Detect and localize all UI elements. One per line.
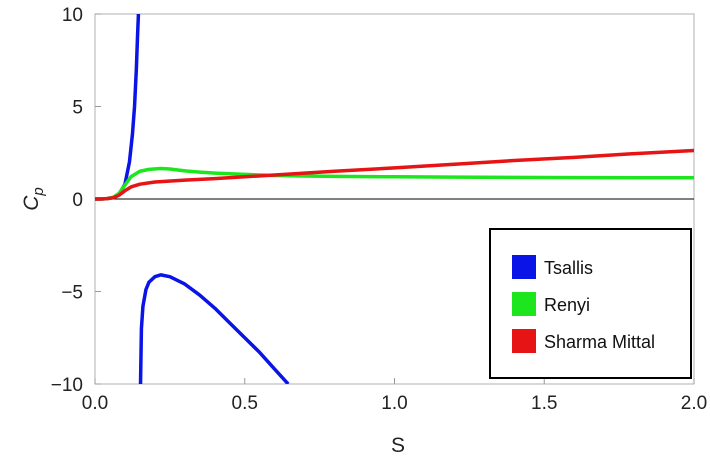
y-axis-title: Cp — [20, 187, 47, 211]
sharma-mittal-legend-swatch — [512, 329, 536, 353]
series-curves — [95, 14, 694, 384]
x-tick-label: 1.5 — [531, 393, 557, 414]
tsallis-legend-swatch — [512, 255, 536, 279]
y-tick-label: −5 — [61, 283, 83, 304]
x-axis-title: S — [391, 434, 405, 457]
tsallis-legend-label: Tsallis — [544, 258, 593, 278]
y-tick-label: 5 — [72, 98, 83, 119]
x-tick-label: 0.0 — [82, 393, 108, 414]
x-tick-label: 0.5 — [232, 393, 258, 414]
y-tick-label: 0 — [72, 190, 83, 211]
x-axis-ticks: 0.0 0.5 1.0 1.5 2.0 — [82, 378, 707, 414]
x-tick-label: 1.0 — [381, 393, 407, 414]
legend: Tsallis Renyi Sharma Mittal — [489, 228, 692, 379]
sharma-mittal-series-line — [95, 148, 694, 201]
y-axis-ticks: −10 −5 0 5 10 — [51, 5, 101, 396]
tsallis-series-line — [95, 14, 141, 201]
y-tick-label: 10 — [62, 5, 83, 26]
renyi-legend-swatch — [512, 292, 536, 316]
sharma-mittal-legend-label: Sharma Mittal — [544, 332, 655, 352]
legend-items: Tsallis Renyi Sharma Mittal — [512, 255, 655, 353]
tsallis-series-line — [138, 273, 290, 384]
y-tick-label: −10 — [51, 375, 83, 396]
renyi-legend-label: Renyi — [544, 295, 590, 315]
renyi-series-line — [95, 166, 694, 201]
x-tick-label: 2.0 — [681, 393, 707, 414]
